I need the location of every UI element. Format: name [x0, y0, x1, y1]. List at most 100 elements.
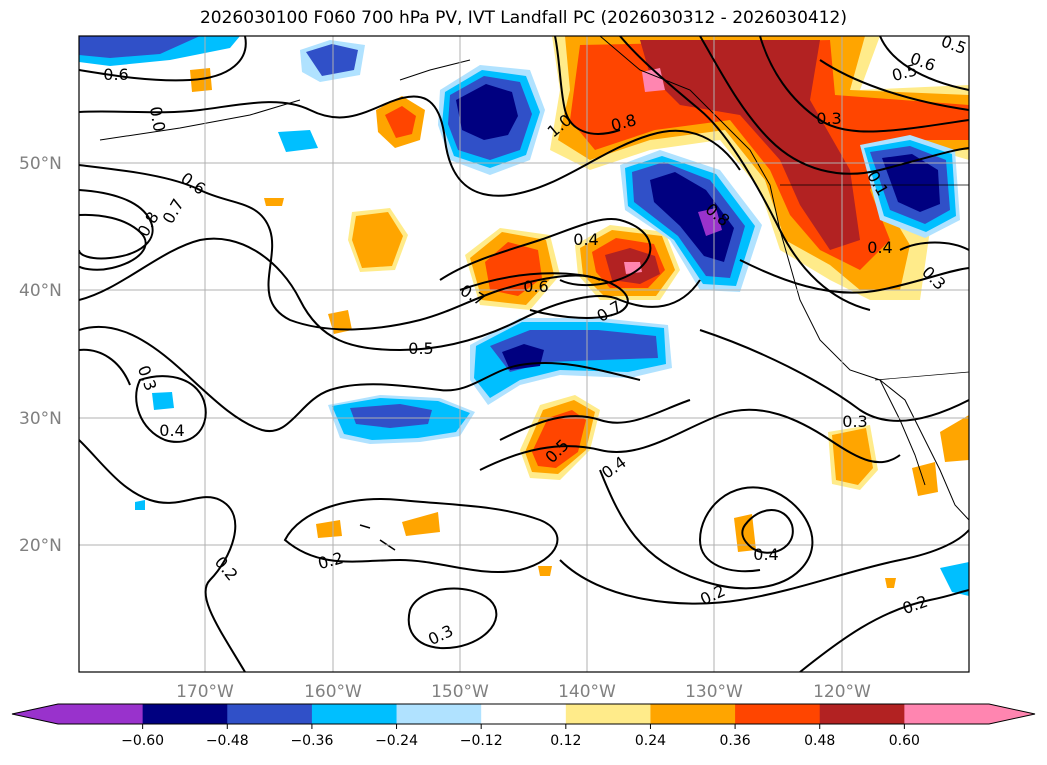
contour-0.8-ne [619, 36, 871, 311]
lon-label-140w: 140°W [558, 682, 616, 702]
colorbar-tick-label: −0.48 [206, 733, 249, 749]
positive-anomaly-small4 [316, 520, 342, 538]
negative-anomaly-nw-blue [79, 36, 200, 58]
colorbar-tick-label: 0.36 [720, 733, 751, 749]
contour-0.2-hawaii [283, 498, 559, 574]
pv-contours [79, 36, 969, 672]
colorbar-segment [650, 704, 736, 724]
contour-0.2-south [79, 439, 246, 672]
colorbar-tick-label: 0.24 [635, 733, 666, 749]
colorbar-tick-label: 0.60 [889, 733, 920, 749]
colorbar-segment [819, 704, 905, 724]
contour-0.2-se [799, 589, 969, 672]
contour-0.5-canada [879, 36, 969, 91]
contour-0.2-east [599, 469, 814, 590]
colorbar-tick-label: −0.60 [121, 733, 164, 749]
colorbar-segment [565, 704, 651, 724]
negative-anomaly-alaska-blue [306, 44, 358, 76]
contour-0.3-loop [135, 375, 207, 443]
positive-anomaly-tiny1 [264, 198, 284, 206]
contour-0.4-main [79, 325, 641, 433]
colorbar-outline [11, 703, 1036, 725]
coastline-baja [879, 379, 926, 486]
contour-label: 0.3 [816, 109, 841, 128]
lon-label-130w: 130°W [685, 682, 743, 702]
negative-anomaly-ne-purple [698, 208, 722, 236]
positive-anomaly-tiny2 [538, 566, 552, 576]
contour-0.4-center [439, 218, 652, 287]
lon-label-170w: 170°W [176, 682, 234, 702]
lon-label-150w: 150°W [431, 682, 489, 702]
contour-0.3-canada-loop [899, 241, 969, 251]
positive-anomaly-baja2 [912, 462, 938, 496]
positive-anomaly-small5 [734, 514, 756, 552]
contour-label: 0.3 [842, 412, 867, 431]
contour-0.4-loop-east [741, 509, 794, 554]
colorbar-segment [311, 704, 398, 724]
colorbar-left-arrow [12, 704, 58, 724]
contour-0.2-southeast [559, 529, 969, 605]
contour-0.6-ne [699, 36, 969, 175]
positive-anomaly-baja3 [940, 415, 969, 462]
contour-0.8-west [79, 189, 154, 260]
colorbar-segment [481, 704, 567, 724]
coastline-alaska-islands [99, 59, 471, 141]
contour-label: 0.4 [867, 238, 892, 257]
lat-label-20n: 20°N [19, 536, 62, 556]
contour-0.3-ne [819, 59, 969, 111]
colorbar: −0.60 −0.48 −0.36 −0.24 −0.12 0.12 0.24 0.36 0.4… [11, 703, 1036, 749]
lat-label-40n: 40°N [19, 281, 62, 301]
colorbar-tick-label: −0.24 [375, 733, 418, 749]
colorbar-segment [58, 704, 144, 724]
colorbar-segment [142, 704, 228, 724]
positive-anomaly-small3 [402, 512, 440, 536]
negative-anomaly-ne-navy [650, 172, 734, 262]
longitude-labels: 170°W 160°W 150°W 140°W 130°W 120°W [176, 682, 871, 702]
contour-0.7-north [79, 95, 741, 197]
contour-label: 0.0 [146, 105, 169, 133]
map-title: 2026030100 F060 700 hPa PV, IVT Landfall… [199, 8, 847, 28]
colorbar-segment [227, 704, 313, 724]
contour-0.5-south [499, 399, 691, 441]
contour-0.5-ne [759, 36, 969, 133]
contour-1.0 [554, 36, 621, 135]
negative-anomaly-tiny [135, 500, 145, 510]
contour-0.4-east [739, 259, 969, 294]
colorbar-tick-label: −0.12 [460, 733, 503, 749]
positive-anomaly-pnw-darkred [640, 40, 860, 250]
negative-anomaly-sw [152, 392, 174, 410]
contour-0.7-center [459, 272, 629, 319]
contour-0.4-south [479, 408, 901, 471]
coastlines [99, 36, 969, 551]
colorbar-segment [735, 704, 821, 724]
negative-anomaly-canada-navy [882, 154, 940, 212]
lat-label-50n: 50°N [19, 154, 62, 174]
contour-0.3-west [79, 348, 131, 386]
lon-label-160w: 160°W [304, 682, 362, 702]
positive-anomaly-south-red [532, 410, 586, 468]
contour-label: 0.6 [103, 65, 128, 84]
negative-anomaly-west-blue [350, 404, 432, 428]
contour-0.7-west [79, 213, 147, 271]
negative-anomaly-se [940, 562, 969, 596]
contour-label: 0.4 [753, 545, 778, 564]
border-us-mexico [874, 371, 969, 381]
colorbar-tick-label: 0.12 [550, 733, 581, 749]
latitude-labels: 50°N 40°N 30°N 20°N [19, 154, 62, 556]
colorbar-segment [396, 704, 482, 724]
contour-0.5-main [79, 237, 701, 352]
contour-label: 0.4 [159, 421, 184, 440]
lon-label-120w: 120°W [813, 682, 871, 702]
positive-anomaly-west2-red [385, 106, 416, 138]
colorbar-right-arrow [989, 704, 1035, 724]
negative-anomaly-north-navy [456, 84, 518, 140]
colorbar-tick-label: −0.36 [290, 733, 333, 749]
positive-anomaly-pnw-red [570, 40, 969, 270]
contour-label: 0.4 [573, 230, 598, 249]
contour-label: 0.5 [408, 339, 433, 358]
positive-anomaly-tiny3 [885, 578, 896, 588]
contour-0.6-north [79, 36, 247, 82]
contour-0.3-loop-south [407, 587, 498, 650]
contour-0.3-east [699, 329, 969, 422]
